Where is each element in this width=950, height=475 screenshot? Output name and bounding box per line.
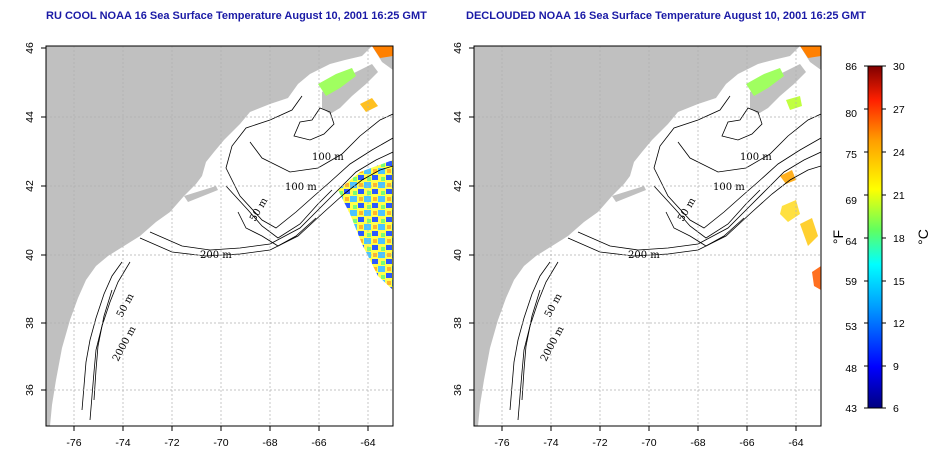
celsius-tick: 18	[893, 233, 905, 245]
y-tick-label: 36	[452, 384, 464, 396]
celsius-tick: 24	[893, 147, 905, 159]
x-tick-label: -70	[213, 437, 228, 449]
contour-label: 50 m	[248, 196, 270, 224]
celsius-tick: 15	[893, 276, 905, 288]
contour-label: 50 m	[543, 291, 565, 319]
contour-label: 200 m	[628, 250, 660, 261]
y-tick-label: 40	[452, 249, 464, 261]
sst-gulf-patch	[360, 98, 378, 112]
y-axis	[41, 47, 46, 391]
map-frame	[45, 45, 394, 427]
nova-scotia	[322, 64, 378, 114]
celsius-tick: 30	[893, 61, 905, 73]
contour-label: 200 m	[200, 250, 232, 261]
fahrenheit-unit-label: °F	[830, 230, 846, 244]
celsius-unit-label: °C	[915, 229, 931, 245]
sst-swath	[338, 160, 393, 290]
panel-title-raw: RU COOL NOAA 16 Sea Surface Temperature …	[46, 10, 427, 22]
y-tick-label: 38	[452, 317, 464, 329]
contour-label: 50 m	[115, 291, 137, 319]
fahrenheit-tick: 48	[845, 363, 857, 375]
graticule	[46, 46, 393, 426]
fahrenheit-tick: 69	[845, 195, 857, 207]
fahrenheit-tick: 75	[845, 149, 857, 161]
long-island	[184, 186, 218, 202]
map-panel-declouded: 100 m 100 m 50 m 200 m 50 m 2000 m -76 -…	[452, 42, 822, 449]
sst-bay-of-fundy	[318, 68, 356, 96]
x-tick-label: -66	[739, 437, 754, 449]
celsius-tick: 21	[893, 190, 905, 202]
long-island	[612, 186, 646, 202]
y-tick-label: 36	[24, 384, 36, 396]
fahrenheit-tick: 59	[845, 276, 857, 288]
x-tick-label: -72	[164, 437, 179, 449]
x-tick-label: -68	[690, 437, 705, 449]
sst-corner-ne	[372, 46, 393, 58]
colorbar-gradient	[867, 65, 883, 409]
x-tick-label: -76	[66, 437, 81, 449]
contour-label: 50 m	[676, 196, 698, 224]
temperature-colorbar: 86 80 75 69 64 59 53 48 43 30 27 24 21 1…	[830, 61, 931, 415]
contour-label: 100 m	[285, 182, 317, 193]
x-tick-label: -64	[360, 437, 375, 449]
sst-corner-ne	[800, 46, 821, 58]
sst-patch	[780, 170, 796, 184]
y-tick-label: 46	[24, 42, 36, 54]
x-tick-label: -76	[494, 437, 509, 449]
nova-scotia	[750, 64, 806, 114]
contour-label: 2000 m	[111, 324, 139, 363]
fahrenheit-tick: 64	[845, 236, 857, 248]
x-tick-label: -74	[543, 437, 558, 449]
y-tick-label: 44	[452, 111, 464, 123]
x-tick-label: -74	[115, 437, 130, 449]
fahrenheit-tick: 43	[845, 403, 857, 415]
x-tick-label: -66	[311, 437, 326, 449]
map-frame	[473, 45, 822, 427]
x-tick-label: -68	[262, 437, 277, 449]
celsius-tick: 27	[893, 104, 905, 116]
y-tick-label: 40	[24, 249, 36, 261]
panel-title-declouded: DECLOUDED NOAA 16 Sea Surface Temperatur…	[466, 10, 866, 22]
contour-label: 100 m	[713, 182, 745, 193]
y-tick-label: 44	[24, 111, 36, 123]
celsius-tick: 6	[893, 403, 899, 415]
y-axis	[469, 47, 474, 391]
sst-patch	[780, 200, 800, 222]
sst-patch	[786, 96, 802, 110]
y-tick-label: 46	[452, 42, 464, 54]
y-tick-label: 42	[452, 180, 464, 192]
contour-label: 100 m	[312, 152, 344, 163]
fahrenheit-tick: 86	[845, 61, 857, 73]
land-mass	[474, 46, 800, 426]
land-mass	[46, 46, 372, 426]
contour-label: 2000 m	[539, 324, 567, 363]
fahrenheit-tick: 80	[845, 108, 857, 120]
sst-patch	[812, 266, 821, 290]
sst-bay-of-fundy	[746, 68, 784, 96]
x-tick-label: -72	[592, 437, 607, 449]
map-panel-raw: 100 m 100 m 50 m 200 m 50 m 2000 m -76 -…	[24, 42, 394, 449]
sst-patch	[800, 218, 818, 246]
y-tick-label: 42	[24, 180, 36, 192]
celsius-tick: 12	[893, 318, 905, 330]
fahrenheit-tick: 53	[845, 321, 857, 333]
graticule	[474, 46, 821, 426]
x-axis	[73, 426, 369, 431]
contour-label: 100 m	[740, 152, 772, 163]
x-tick-label: -70	[641, 437, 656, 449]
x-tick-label: -64	[788, 437, 803, 449]
y-tick-label: 38	[24, 317, 36, 329]
celsius-tick: 9	[893, 361, 899, 373]
x-axis	[501, 426, 797, 431]
